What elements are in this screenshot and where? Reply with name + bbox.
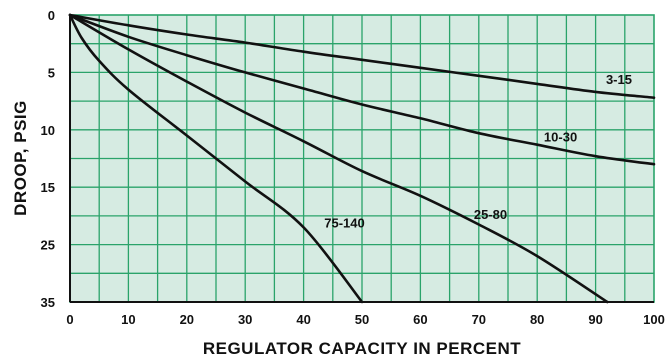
y-tick-label: 0	[48, 8, 55, 23]
y-tick-label: 15	[41, 180, 55, 195]
curve-3-15	[68, 13, 656, 99]
y-tick-label: 10	[41, 123, 55, 138]
x-tick-label: 50	[355, 312, 369, 327]
series-label-75-140: 75-140	[324, 215, 364, 230]
x-tick-label: 70	[472, 312, 486, 327]
x-axis-title: REGULATOR CAPACITY IN PERCENT	[203, 339, 521, 358]
x-tick-label: 0	[66, 312, 73, 327]
x-tick-label: 100	[643, 312, 665, 327]
x-tick-label: 80	[530, 312, 544, 327]
curve-25-80	[68, 13, 609, 304]
x-tick-label: 10	[121, 312, 135, 327]
curve-75-140	[68, 13, 364, 304]
y-tick-labels: 0 5 10 15 25 35	[41, 8, 55, 310]
y-tick-label: 25	[41, 238, 55, 253]
series-label-3-15: 3-15	[606, 72, 632, 87]
x-tick-label: 30	[238, 312, 252, 327]
x-tick-label: 90	[588, 312, 602, 327]
x-tick-label: 40	[296, 312, 310, 327]
curves	[68, 13, 656, 304]
series-label-10-30: 10-30	[544, 129, 577, 144]
grid	[70, 15, 654, 302]
x-tick-label: 60	[413, 312, 427, 327]
x-tick-labels: 0 10 20 30 40 50 60 70 80 90 100	[66, 312, 664, 327]
series-labels: 3-15 10-30 25-80 75-140	[324, 72, 632, 231]
series-label-25-80: 25-80	[474, 207, 507, 222]
y-tick-label: 35	[41, 295, 55, 310]
y-tick-label: 5	[48, 65, 55, 80]
curve-10-30	[68, 13, 656, 166]
x-tick-label: 20	[180, 312, 194, 327]
y-axis-title: DROOP, PSIG	[11, 100, 30, 216]
